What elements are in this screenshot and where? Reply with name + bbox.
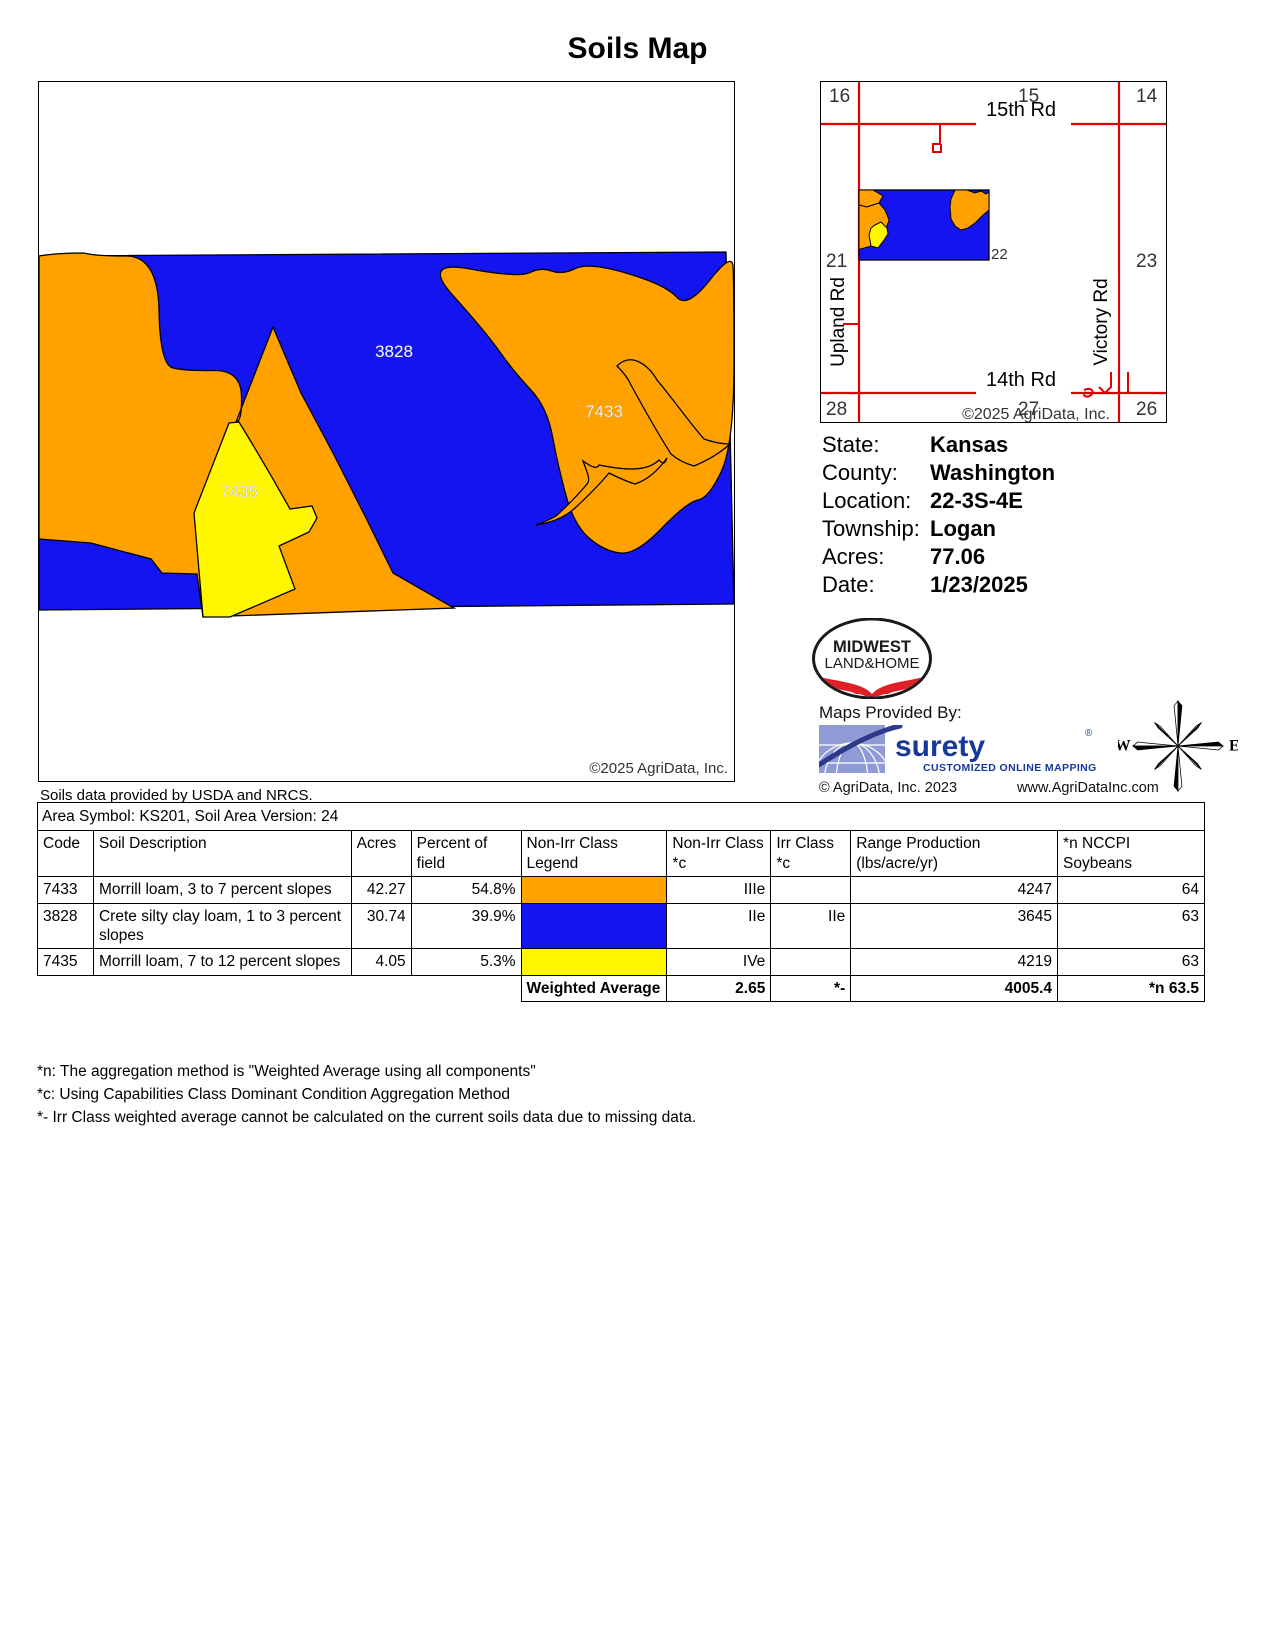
svg-text:23: 23 (1136, 251, 1157, 272)
svg-text:7433: 7433 (585, 402, 623, 421)
svg-text:©2025 AgriData, Inc.: ©2025 AgriData, Inc. (962, 406, 1110, 422)
svg-text:22: 22 (991, 246, 1008, 263)
svg-text:28: 28 (826, 399, 847, 420)
svg-text:Victory Rd: Victory Rd (1091, 278, 1112, 365)
svg-text:®: ® (1085, 728, 1093, 739)
svg-text:26: 26 (1136, 399, 1157, 420)
svg-text:surety: surety (895, 730, 985, 763)
svg-text:CUSTOMIZED ONLINE MAPPING: CUSTOMIZED ONLINE MAPPING (923, 762, 1097, 773)
svg-text:3828: 3828 (375, 342, 413, 361)
svg-text:15th Rd: 15th Rd (986, 99, 1056, 121)
svg-text:N: N (1172, 696, 1184, 698)
svg-text:7435: 7435 (220, 482, 258, 501)
svg-text:21: 21 (826, 251, 847, 272)
svg-text:14: 14 (1136, 86, 1158, 107)
svg-text:14th Rd: 14th Rd (986, 369, 1056, 391)
svg-text:E: E (1229, 738, 1238, 755)
svg-text:16: 16 (829, 86, 850, 107)
svg-text:W: W (1118, 738, 1131, 755)
svg-text:MIDWEST: MIDWEST (833, 638, 911, 656)
svg-text:Upland Rd: Upland Rd (828, 277, 849, 367)
svg-text:LAND&HOME: LAND&HOME (824, 655, 919, 672)
